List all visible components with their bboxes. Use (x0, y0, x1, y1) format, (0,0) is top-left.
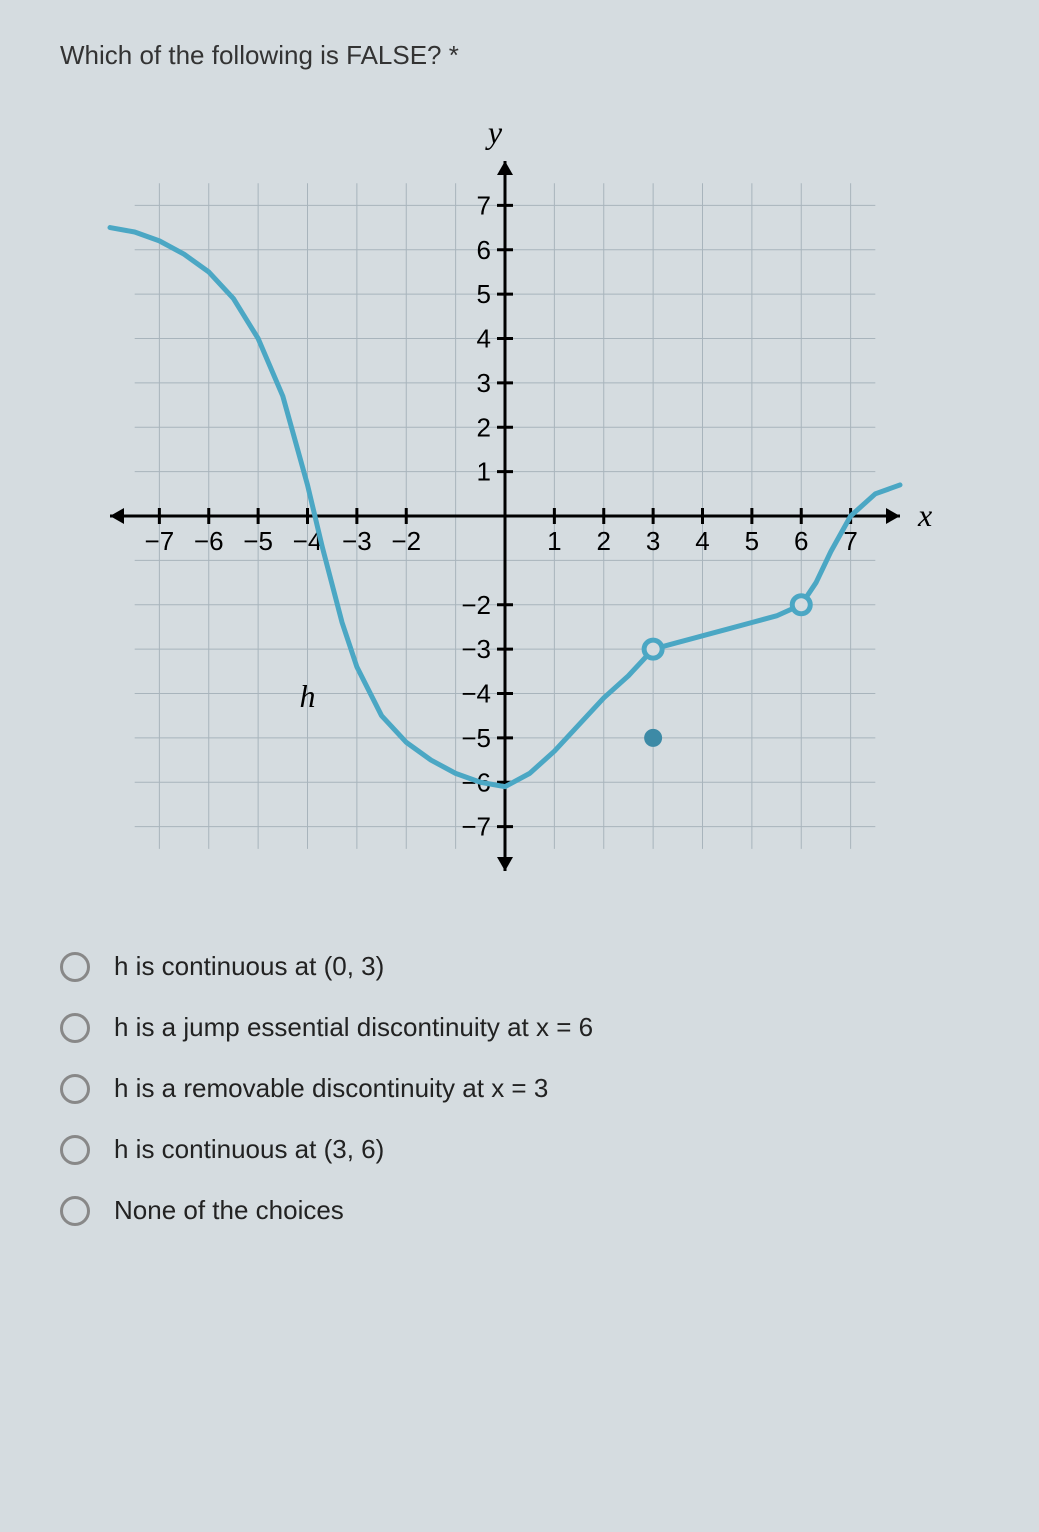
svg-text:y: y (484, 114, 502, 150)
svg-text:1: 1 (547, 526, 561, 556)
option-row[interactable]: h is continuous at (0, 3) (60, 951, 979, 982)
svg-text:x: x (917, 497, 932, 533)
svg-text:5: 5 (476, 279, 490, 309)
svg-text:−7: −7 (144, 526, 174, 556)
svg-text:−6: −6 (193, 526, 223, 556)
svg-text:4: 4 (695, 526, 709, 556)
option-label: h is continuous at (0, 3) (114, 951, 384, 982)
svg-text:−7: −7 (461, 812, 491, 842)
svg-text:−4: −4 (461, 679, 491, 709)
svg-text:3: 3 (476, 368, 490, 398)
svg-text:2: 2 (476, 412, 490, 442)
radio-icon[interactable] (60, 1074, 90, 1104)
svg-text:5: 5 (744, 526, 758, 556)
question-text: Which of the following is FALSE? * (60, 40, 979, 71)
option-row[interactable]: None of the choices (60, 1195, 979, 1226)
radio-icon[interactable] (60, 952, 90, 982)
option-label: h is continuous at (3, 6) (114, 1134, 384, 1165)
svg-text:2: 2 (596, 526, 610, 556)
radio-icon[interactable] (60, 1013, 90, 1043)
radio-icon[interactable] (60, 1135, 90, 1165)
option-row[interactable]: h is a removable discontinuity at x = 3 (60, 1073, 979, 1104)
svg-text:4: 4 (476, 324, 490, 354)
svg-text:6: 6 (476, 235, 490, 265)
svg-text:h: h (299, 678, 315, 714)
options-group: h is continuous at (0, 3) h is a jump es… (60, 951, 979, 1226)
graph-chart: −7−6−5−4−3−212345671234567−2−3−4−5−6−7xy… (90, 111, 950, 891)
svg-text:7: 7 (476, 190, 490, 220)
svg-text:−2: −2 (461, 590, 491, 620)
option-label: h is a removable discontinuity at x = 3 (114, 1073, 548, 1104)
radio-icon[interactable] (60, 1196, 90, 1226)
svg-text:−5: −5 (243, 526, 273, 556)
svg-text:1: 1 (476, 457, 490, 487)
svg-text:3: 3 (645, 526, 659, 556)
svg-text:−5: −5 (461, 723, 491, 753)
option-label: h is a jump essential discontinuity at x… (114, 1012, 593, 1043)
option-row[interactable]: h is a jump essential discontinuity at x… (60, 1012, 979, 1043)
svg-text:−2: −2 (391, 526, 421, 556)
svg-text:6: 6 (794, 526, 808, 556)
svg-text:−3: −3 (342, 526, 372, 556)
option-label: None of the choices (114, 1195, 344, 1226)
svg-text:7: 7 (843, 526, 857, 556)
svg-text:−3: −3 (461, 634, 491, 664)
option-row[interactable]: h is continuous at (3, 6) (60, 1134, 979, 1165)
